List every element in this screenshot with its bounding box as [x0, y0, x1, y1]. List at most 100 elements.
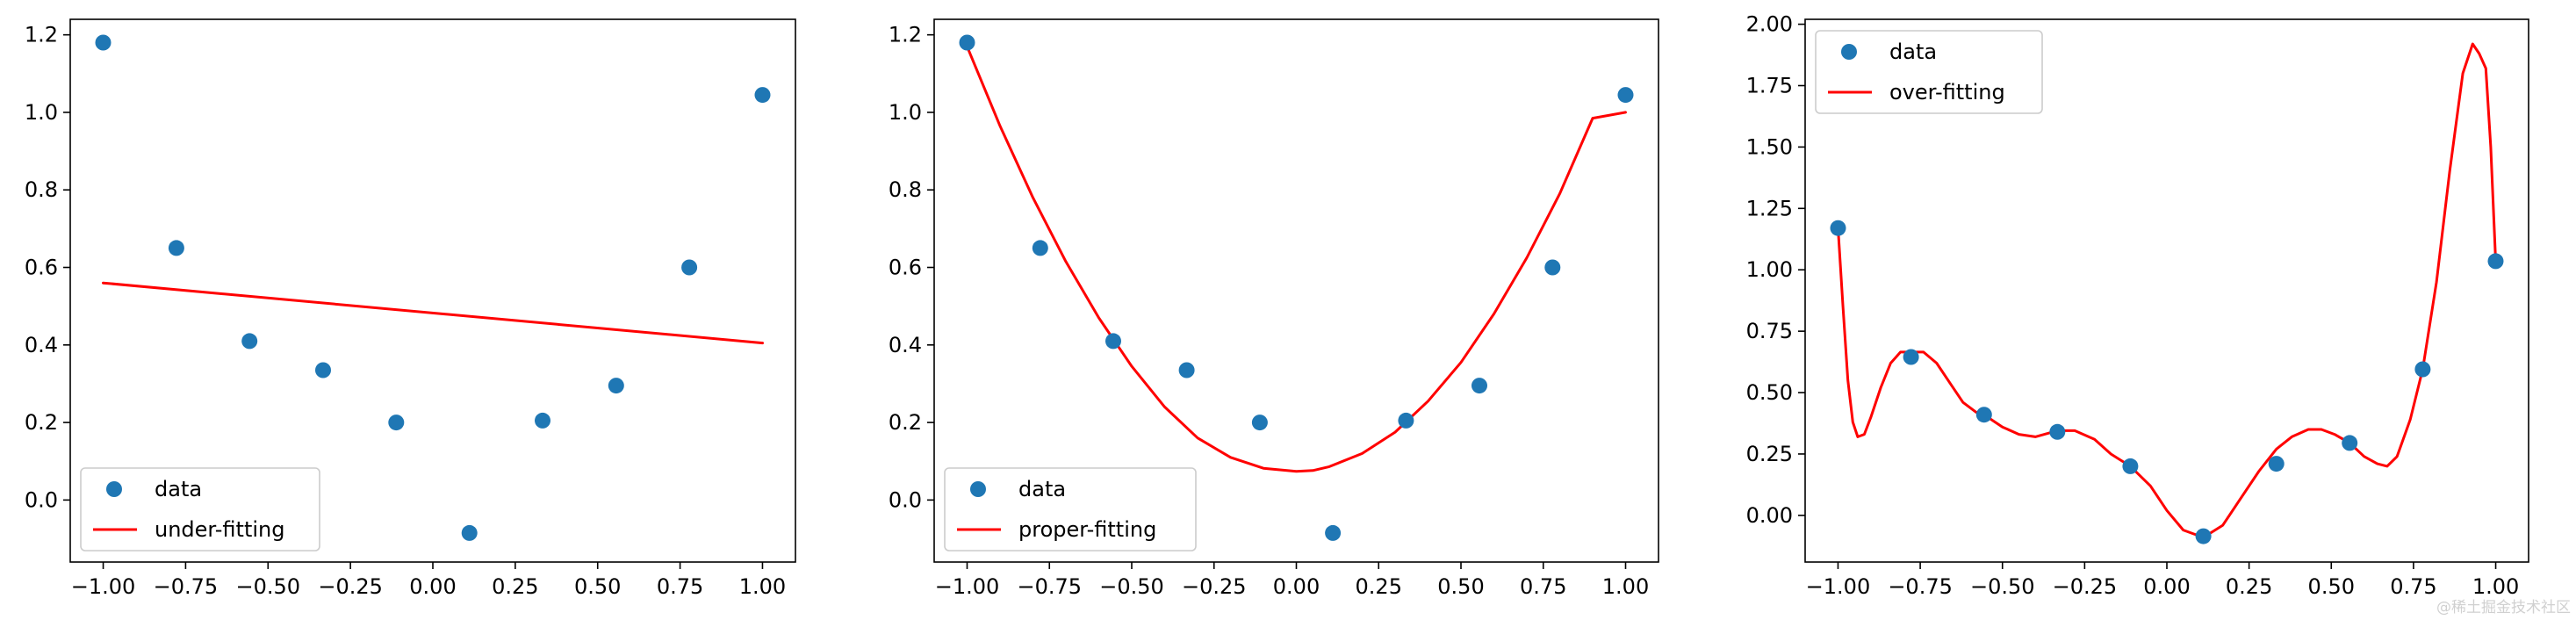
data-point — [2487, 253, 2504, 270]
y-tick-label: 0.8 — [889, 177, 922, 202]
data-point — [461, 524, 478, 541]
data-point — [1617, 87, 1634, 104]
x-tick-label: −0.50 — [1099, 574, 1164, 599]
y-tick-label: 1.0 — [25, 100, 58, 125]
data-point — [241, 333, 258, 350]
y-tick-label: 0.2 — [25, 410, 58, 435]
x-tick-label: 0.00 — [1273, 574, 1320, 599]
y-tick-label: 0.8 — [25, 177, 58, 202]
data-point — [1398, 412, 1414, 429]
y-tick-label: 1.00 — [1746, 257, 1793, 282]
legend-marker-data — [1841, 44, 1857, 60]
data-point — [1903, 349, 1919, 365]
x-tick-label: −0.50 — [1970, 574, 2035, 599]
x-tick-label: 0.50 — [574, 574, 621, 599]
data-point — [608, 378, 624, 394]
y-tick-label: 1.0 — [889, 100, 922, 125]
data-point — [1830, 220, 1846, 236]
y-tick-label: 0.25 — [1746, 442, 1793, 466]
y-tick-label: 0.0 — [25, 487, 58, 512]
data-point — [959, 34, 975, 51]
x-tick-label: 0.75 — [1520, 574, 1566, 599]
y-tick-label: 1.2 — [889, 23, 922, 47]
data-point — [1251, 415, 1268, 431]
data-point — [2122, 458, 2139, 474]
legend-box — [944, 467, 1197, 552]
y-tick-label: 0.4 — [25, 333, 58, 357]
data-point — [315, 362, 331, 378]
data-point — [1032, 240, 1048, 256]
data-point — [754, 87, 771, 104]
data-point — [1471, 378, 1487, 394]
y-tick-label: 0.2 — [889, 410, 922, 435]
x-tick-label: −1.00 — [71, 574, 136, 599]
x-tick-label: −0.25 — [318, 574, 383, 599]
x-tick-label: −0.50 — [235, 574, 300, 599]
y-tick-label: 0.6 — [25, 256, 58, 280]
legend: data proper-fitting — [944, 467, 1197, 552]
chart-1: −1.00 −0.75 −0.50 −0.25 0.00 0.25 0.50 0.75 1.00… — [25, 18, 796, 599]
legend-label: over-fitting — [1889, 80, 2005, 105]
x-tick-label: −0.25 — [1182, 574, 1247, 599]
y-tick-label: 0.0 — [889, 487, 922, 512]
chart-2: −1.00 −0.75 −0.50 −0.25 0.00 0.25 0.50 0.75 1.0 0… — [889, 18, 1659, 599]
legend-marker-data — [970, 481, 986, 497]
y-tick-label: 0.6 — [889, 256, 922, 280]
y-tick-label: 0.00 — [1746, 503, 1793, 528]
x-tick-label: 0.25 — [492, 574, 538, 599]
x-tick-label: 1.00 — [739, 574, 786, 599]
data-point — [2049, 423, 2066, 440]
y-tick-label: 1.75 — [1746, 74, 1793, 98]
x-tick-label: 0.00 — [409, 574, 456, 599]
x-tick-label: 0.75 — [657, 574, 703, 599]
x-tick-label: −0.25 — [2053, 574, 2118, 599]
legend-label: data — [1018, 477, 1066, 501]
data-point — [2414, 361, 2431, 378]
data-point — [168, 240, 184, 256]
x-tick-label: −0.75 — [1888, 574, 1953, 599]
x-tick-label: 0.00 — [2143, 574, 2190, 599]
x-tick-label: 0.50 — [1437, 574, 1484, 599]
data-point — [388, 415, 405, 431]
data-point — [2268, 456, 2285, 472]
x-tick-label: −1.00 — [1806, 574, 1871, 599]
legend-label: under-fitting — [155, 517, 284, 542]
data-point — [1105, 333, 1121, 350]
y-tick-label: 0.50 — [1746, 380, 1793, 405]
data-point — [2195, 528, 2212, 544]
data-point — [681, 259, 698, 276]
data-point — [1544, 259, 1561, 276]
series-line-over-fitting — [1837, 42, 2497, 539]
legend: data under-fitting — [80, 467, 320, 552]
x-tick-label: 1.00 — [2472, 574, 2519, 599]
x-tick-label: 0.50 — [2308, 574, 2355, 599]
x-tick-label: −0.75 — [1017, 574, 1082, 599]
data-point — [1178, 362, 1195, 378]
chart-3: −1.00 −0.75 −0.50 −0.25 0.00 0.25 0.50 0.75 1.00… — [1746, 12, 2529, 599]
y-tick-label: 0.75 — [1746, 319, 1793, 343]
legend-box — [1815, 30, 2043, 114]
legend-box — [80, 467, 320, 552]
data-point — [1325, 524, 1342, 541]
x-tick-label: 0.25 — [1356, 574, 1402, 599]
watermark: @稀土掘金技术社区 — [2436, 599, 2571, 616]
x-tick-label: −0.75 — [154, 574, 219, 599]
x-tick-label: 0.75 — [2390, 574, 2436, 599]
y-tick-label: 2.00 — [1746, 12, 1793, 37]
y-tick-label: 1.50 — [1746, 134, 1793, 159]
data-point — [1975, 407, 1992, 423]
x-tick-label: −1.00 — [935, 574, 1000, 599]
y-tick-label: 1.2 — [25, 23, 58, 47]
data-point — [535, 412, 550, 429]
y-tick-label: 1.25 — [1746, 196, 1793, 220]
x-tick-label: 0.25 — [2226, 574, 2272, 599]
data-point — [2342, 435, 2358, 451]
series-line-proper-fitting — [966, 45, 1627, 473]
legend-label: data — [155, 477, 202, 501]
y-tick-label: 0.4 — [889, 333, 922, 357]
series-line-under-fitting — [102, 281, 764, 345]
legend-marker-data — [106, 481, 122, 497]
legend: data over-fitting — [1815, 30, 2043, 114]
data-point — [95, 34, 112, 51]
